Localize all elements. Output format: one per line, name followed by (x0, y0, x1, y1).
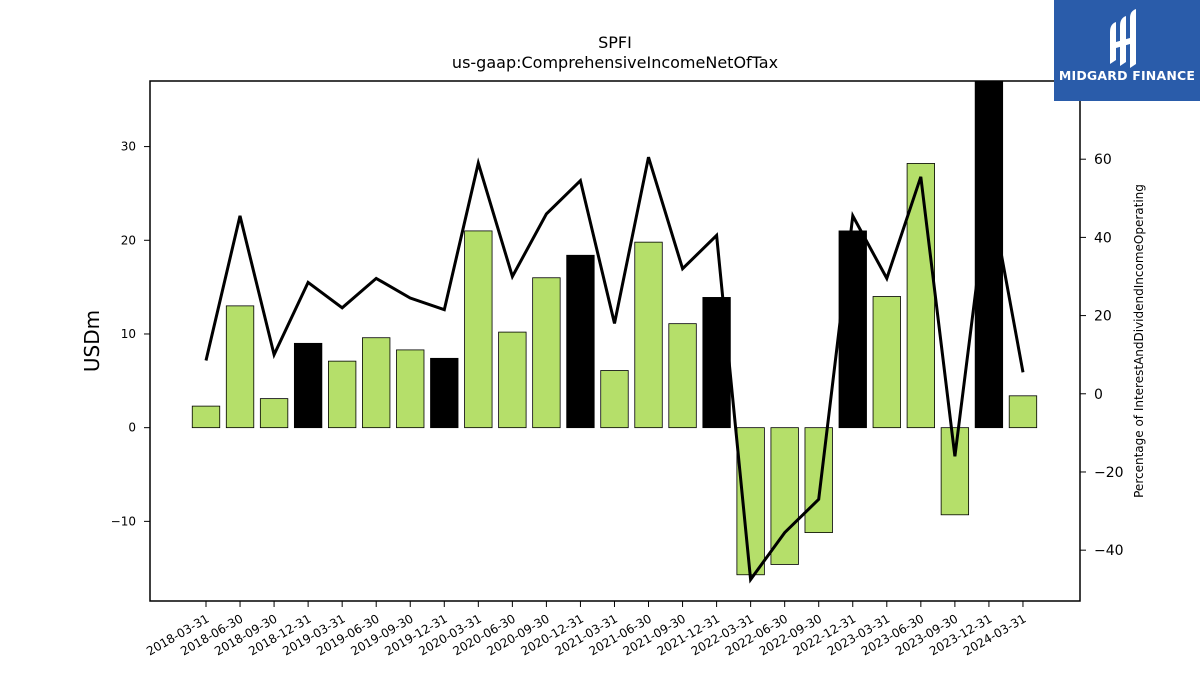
y2-axis-label: Percentage of InterestAndDividendIncomeO… (1132, 184, 1146, 498)
chart-title: SPFI (598, 33, 632, 52)
bar (702, 297, 731, 429)
bar (838, 230, 867, 429)
logo-text: MIDGARD FINANCE (1058, 68, 1196, 83)
plot-frame (149, 80, 1081, 602)
y-tick-label: 30 (121, 140, 136, 154)
y2-tick-label: 40 (1094, 230, 1112, 246)
y2-tick-label: −20 (1094, 465, 1124, 481)
bar (498, 331, 527, 429)
y2-tick-label: 0 (1094, 387, 1103, 403)
bar (668, 323, 697, 429)
bar (464, 230, 493, 429)
y-tick-label: 0 (128, 421, 136, 435)
bar (566, 254, 595, 429)
bar (293, 342, 323, 429)
y-tick-label: 20 (121, 233, 136, 247)
bar (634, 241, 663, 429)
bar (736, 427, 765, 576)
bar (770, 427, 799, 565)
y-tick-label: 10 (121, 327, 136, 341)
y2-tick-label: −40 (1094, 543, 1124, 559)
y-tick-label: −10 (111, 514, 136, 528)
line-layer (204, 156, 1025, 584)
bar (532, 277, 561, 429)
bar (362, 337, 391, 429)
bar (225, 305, 255, 429)
bar (1008, 395, 1038, 429)
y-axis-label: USDm (80, 310, 104, 372)
bar (328, 360, 357, 429)
bar (191, 405, 221, 429)
line-series (204, 156, 1025, 584)
logo: MIDGARD FINANCE (1054, 0, 1200, 101)
bar (804, 427, 833, 534)
bar (430, 357, 459, 429)
bars-layer (191, 80, 1038, 576)
axes-layer: −100102030−40−2002040602018-03-312018-06… (111, 80, 1124, 658)
y2-tick-label: 20 (1094, 309, 1112, 325)
logo-mark-icon (1110, 9, 1136, 68)
bar (396, 349, 425, 429)
bar (259, 398, 289, 429)
bar (940, 427, 970, 516)
y2-tick-label: 60 (1094, 152, 1112, 168)
bar (600, 370, 629, 429)
bar (872, 296, 901, 429)
chart-subtitle: us-gaap:ComprehensiveIncomeNetOfTax (452, 53, 778, 72)
